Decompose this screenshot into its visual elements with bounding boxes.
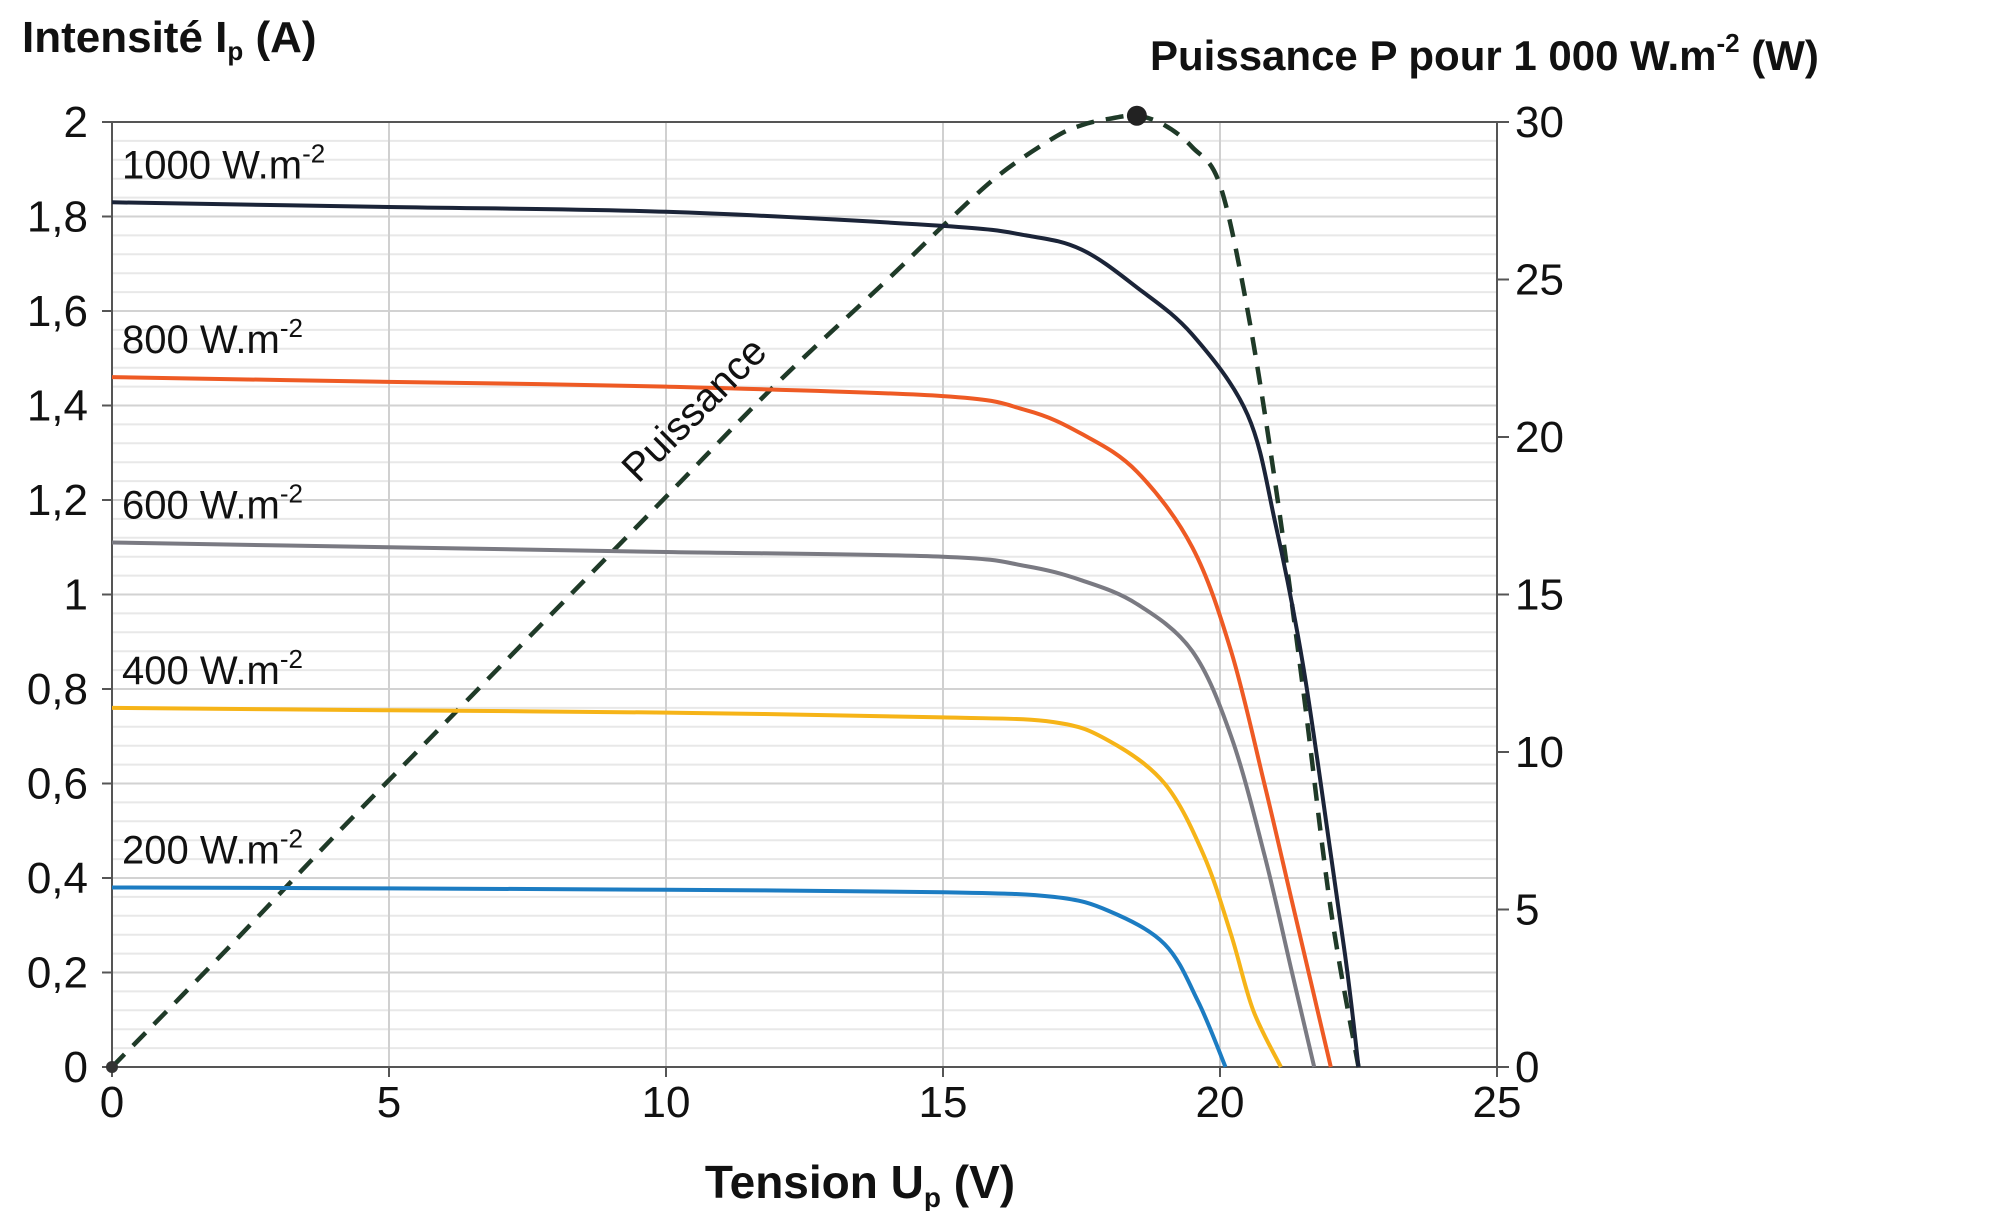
y-left-tick-label: 1: [64, 571, 88, 620]
x-tick-label: 0: [100, 1078, 124, 1127]
series-label-1: 800 W.m-2: [122, 313, 303, 362]
y-left-tick-label: 0: [64, 1043, 88, 1092]
y-right-tick-label: 15: [1515, 571, 1564, 620]
series-line-2: [111, 540, 1317, 1068]
y-left-tick-label: 0,6: [27, 760, 88, 809]
x-tick-label: 5: [377, 1078, 401, 1127]
grid: [112, 122, 1497, 1067]
series-label-0: 1000 W.m-2: [122, 138, 325, 187]
series-label-2: 600 W.m-2: [122, 479, 303, 528]
y-left-tick-label: 1,2: [27, 476, 88, 525]
x-tick-label: 25: [1473, 1078, 1522, 1127]
origin-point: [106, 1061, 118, 1073]
y-right-tick-label: 0: [1515, 1043, 1539, 1092]
right-axis-title: Puissance P pour 1 000 W.m-2 (W): [1150, 28, 1819, 79]
series-line-puissance: [110, 113, 1361, 1069]
tick-labels: 0 5 10 15 20 2500,20,40,60,811,21,41,61,82051…: [27, 98, 1564, 1127]
series-label-4: 200 W.m-2: [122, 823, 303, 872]
x-tick-label: 10: [642, 1078, 691, 1127]
y-left-tick-label: 0,4: [27, 854, 88, 903]
series-line-3: [111, 705, 1283, 1068]
series-lines: [106, 105, 1361, 1073]
x-axis-title: Tension Up (V): [705, 1156, 1015, 1211]
y-right-tick-label: 25: [1515, 256, 1564, 305]
y-left-tick-label: 0,2: [27, 949, 88, 998]
y-right-tick-label: 5: [1515, 886, 1539, 935]
y-right-tick-label: 10: [1515, 728, 1564, 777]
series-label-3: 400 W.m-2: [122, 644, 303, 693]
y-right-tick-label: 30: [1515, 98, 1564, 147]
series-line-4: [111, 885, 1228, 1068]
x-tick-label: 15: [919, 1078, 968, 1127]
series-line-0: [111, 200, 1361, 1068]
left-axis-title: Intensité Ip (A): [22, 13, 317, 66]
y-left-tick-label: 0,8: [27, 665, 88, 714]
x-tick-label: 20: [1196, 1078, 1245, 1127]
y-left-tick-label: 2: [64, 98, 88, 147]
y-left-tick-label: 1,4: [27, 382, 88, 431]
y-right-tick-label: 20: [1515, 413, 1564, 462]
series-line-1: [111, 375, 1333, 1068]
y-left-tick-label: 1,8: [27, 193, 88, 242]
y-left-tick-label: 1,6: [27, 287, 88, 336]
max-power-point: [1126, 105, 1147, 126]
